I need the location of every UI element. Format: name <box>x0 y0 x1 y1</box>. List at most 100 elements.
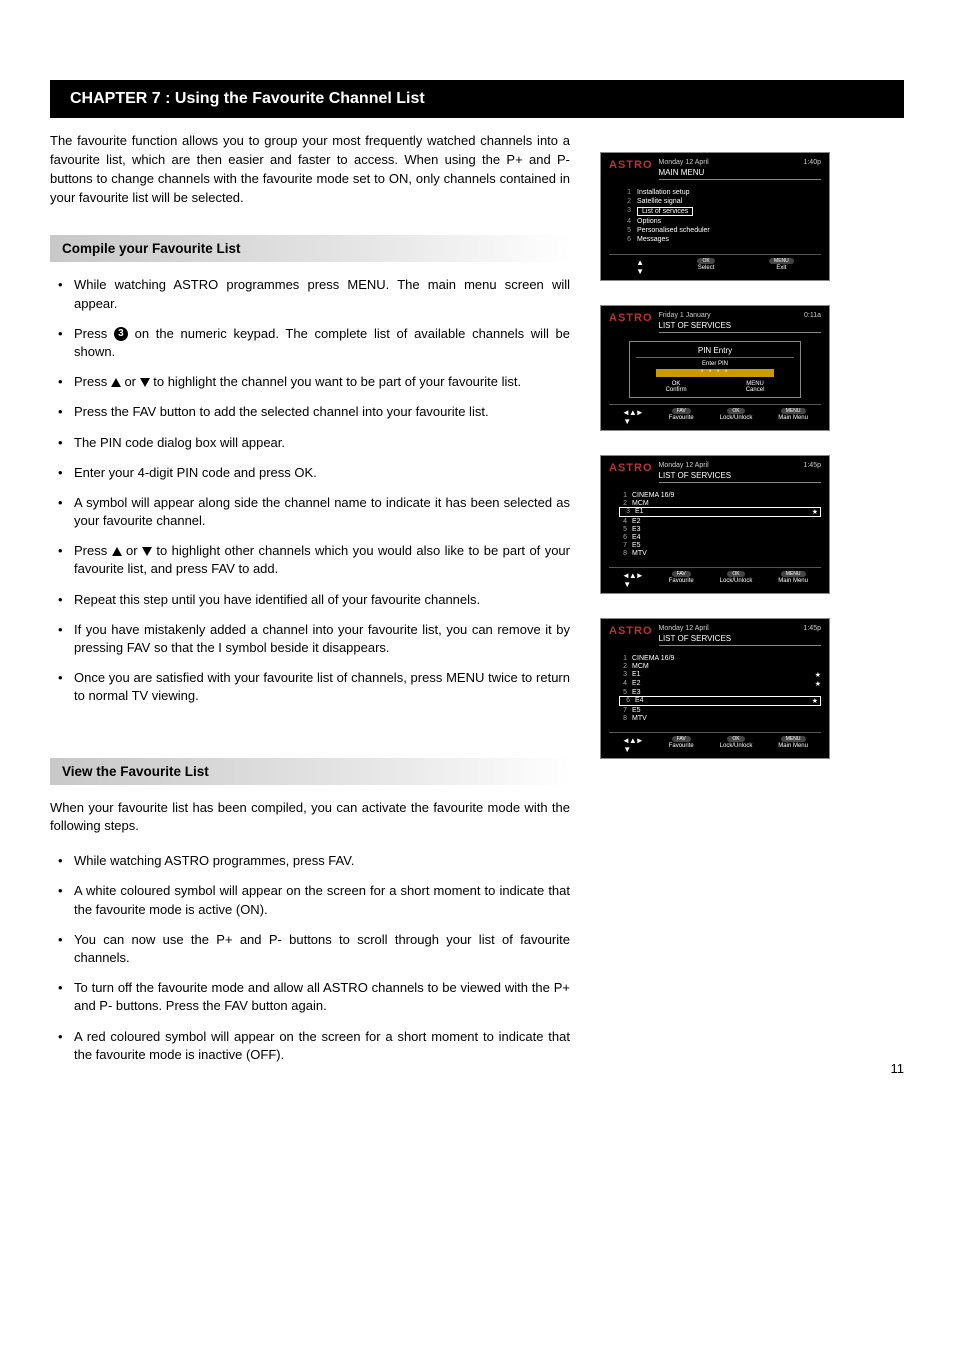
ok-icon: OK <box>727 408 744 414</box>
section-view-heading: View the Favourite List <box>50 758 570 785</box>
pin-field: * * * * <box>656 369 774 377</box>
screenshot-main-menu: ASTRO Monday 12 April 1:40p MAIN MENU 1In… <box>600 152 830 281</box>
time: 1:45p <box>803 625 821 632</box>
step: To turn off the favourite mode and allow… <box>56 979 570 1015</box>
menu-icon: MENU <box>781 408 806 414</box>
step: Enter your 4-digit PIN code and press OK… <box>56 464 570 482</box>
pin-hint: Enter PIN <box>636 361 794 367</box>
label: Lock/Unlock <box>720 743 753 749</box>
step: You can now use the P+ and P- buttons to… <box>56 931 570 967</box>
menu-row: 8MTV <box>619 549 821 557</box>
view-steps: While watching ASTRO programmes, press F… <box>50 852 570 1064</box>
menu-row: 2MCM <box>619 662 821 670</box>
screenshot-pin-entry: ASTRO Friday 1 January0:11a LIST OF SERV… <box>600 305 830 431</box>
step: A red coloured symbol will appear on the… <box>56 1028 570 1064</box>
menu-title: LIST OF SERVICES <box>659 634 822 646</box>
nav-arrows-icon: ◄▲► ▼ <box>622 571 643 589</box>
step: The PIN code dialog box will appear. <box>56 434 570 452</box>
label: Favourite <box>669 578 694 584</box>
text: Press <box>74 543 112 558</box>
nav-arrows-icon: ▲▼ <box>636 258 643 276</box>
label: Main Menu <box>778 578 808 584</box>
menu-row: 1CINEMA 16/9 <box>619 491 821 499</box>
step: Press or to highlight other channels whi… <box>56 542 570 578</box>
menu-row: 4E2★ <box>619 679 821 688</box>
time: 1:45p <box>803 462 821 469</box>
compile-steps: While watching ASTRO programmes press ME… <box>50 276 570 705</box>
screenshot-services-multi-fav: ASTRO Monday 12 April 1:45p LIST OF SERVI… <box>600 618 830 759</box>
menu-row: 2MCM <box>619 499 821 507</box>
fav-icon: FAV <box>672 408 691 414</box>
label: Favourite <box>669 415 694 421</box>
label: Lock/Unlock <box>720 578 753 584</box>
screenshot-services-one-fav: ASTRO Monday 12 April 1:45p LIST OF SERVI… <box>600 455 830 594</box>
step: A white coloured symbol will appear on t… <box>56 882 570 918</box>
ok-icon: OK <box>727 736 744 742</box>
menu-icon: MENU <box>781 736 806 742</box>
menu-title: LIST OF SERVICES <box>659 471 822 483</box>
menu-row: 5E3 <box>619 525 821 533</box>
step: While watching ASTRO programmes, press F… <box>56 852 570 870</box>
astro-logo: ASTRO <box>609 462 653 474</box>
step: Press the FAV button to add the selected… <box>56 403 570 421</box>
label: Exit <box>776 265 786 271</box>
menu-title: MAIN MENU <box>659 168 822 180</box>
pin-title: PIN Entry <box>636 346 794 358</box>
step: While watching ASTRO programmes press ME… <box>56 276 570 312</box>
keypad-3-icon: 3 <box>114 327 128 341</box>
nav-arrows-icon: ◄▲► ▼ <box>622 408 643 426</box>
intro-text: The favourite function allows you to gro… <box>50 132 570 207</box>
menu-row: 1Installation setup <box>623 188 821 197</box>
section-compile-heading: Compile your Favourite List <box>50 235 570 262</box>
menu-row: 8MTV <box>619 714 821 722</box>
menu-row: 1CINEMA 16/9 <box>619 654 821 662</box>
menu-row: 4Options <box>623 217 821 226</box>
nav-arrows-icon: ◄▲► ▼ <box>622 736 643 754</box>
label: Main Menu <box>778 415 808 421</box>
time: 0:11a <box>804 312 821 319</box>
menu-row: 7E5 <box>619 706 821 714</box>
step: Press or to highlight the channel you wa… <box>56 373 570 391</box>
menu-row: 3E1★ <box>619 507 821 517</box>
star-icon: ★ <box>812 508 818 516</box>
star-icon: ★ <box>815 680 821 688</box>
menu-row: 6E4★ <box>619 696 821 706</box>
date: Friday 1 January <box>659 312 711 319</box>
menu-row: 3E1★ <box>619 670 821 679</box>
text: or <box>122 543 142 558</box>
text: Press <box>74 326 114 341</box>
star-icon: ★ <box>812 697 818 705</box>
label: Favourite <box>669 743 694 749</box>
time: 1:40p <box>803 159 821 166</box>
down-arrow-icon <box>140 378 150 387</box>
page-number: 11 <box>891 1061 905 1076</box>
step: A symbol will appear along side the chan… <box>56 494 570 530</box>
menu-row: 4E2 <box>619 517 821 525</box>
up-arrow-icon <box>111 378 121 387</box>
astro-logo: ASTRO <box>609 312 653 324</box>
main-content: The favourite function allows you to gro… <box>50 132 570 1076</box>
text: to highlight the channel you want to be … <box>150 374 521 389</box>
date: Monday 12 April <box>659 159 709 166</box>
menu-row: 7E5 <box>619 541 821 549</box>
date: Monday 12 April <box>659 462 709 469</box>
ok-button-icon: OK <box>697 258 714 264</box>
label: Lock/Unlock <box>720 415 753 421</box>
menu-row: 6E4 <box>619 533 821 541</box>
date: Monday 12 April <box>659 625 709 632</box>
section2-intro: When your favourite list has been compil… <box>50 799 570 837</box>
ok-icon: OK <box>727 571 744 577</box>
fav-icon: FAV <box>672 571 691 577</box>
astro-logo: ASTRO <box>609 159 653 171</box>
label: Confirm <box>666 387 687 393</box>
menu-button-icon: MENU <box>769 258 794 264</box>
step: Press 3 on the numeric keypad. The compl… <box>56 325 570 361</box>
step: If you have mistakenly added a channel i… <box>56 621 570 657</box>
screenshots-column: ASTRO Monday 12 April 1:40p MAIN MENU 1In… <box>600 132 904 759</box>
astro-logo: ASTRO <box>609 625 653 637</box>
step: Once you are satisfied with your favouri… <box>56 669 570 705</box>
label: Main Menu <box>778 743 808 749</box>
down-arrow-icon <box>142 547 152 556</box>
menu-icon: MENU <box>781 571 806 577</box>
step: Repeat this step until you have identifi… <box>56 591 570 609</box>
